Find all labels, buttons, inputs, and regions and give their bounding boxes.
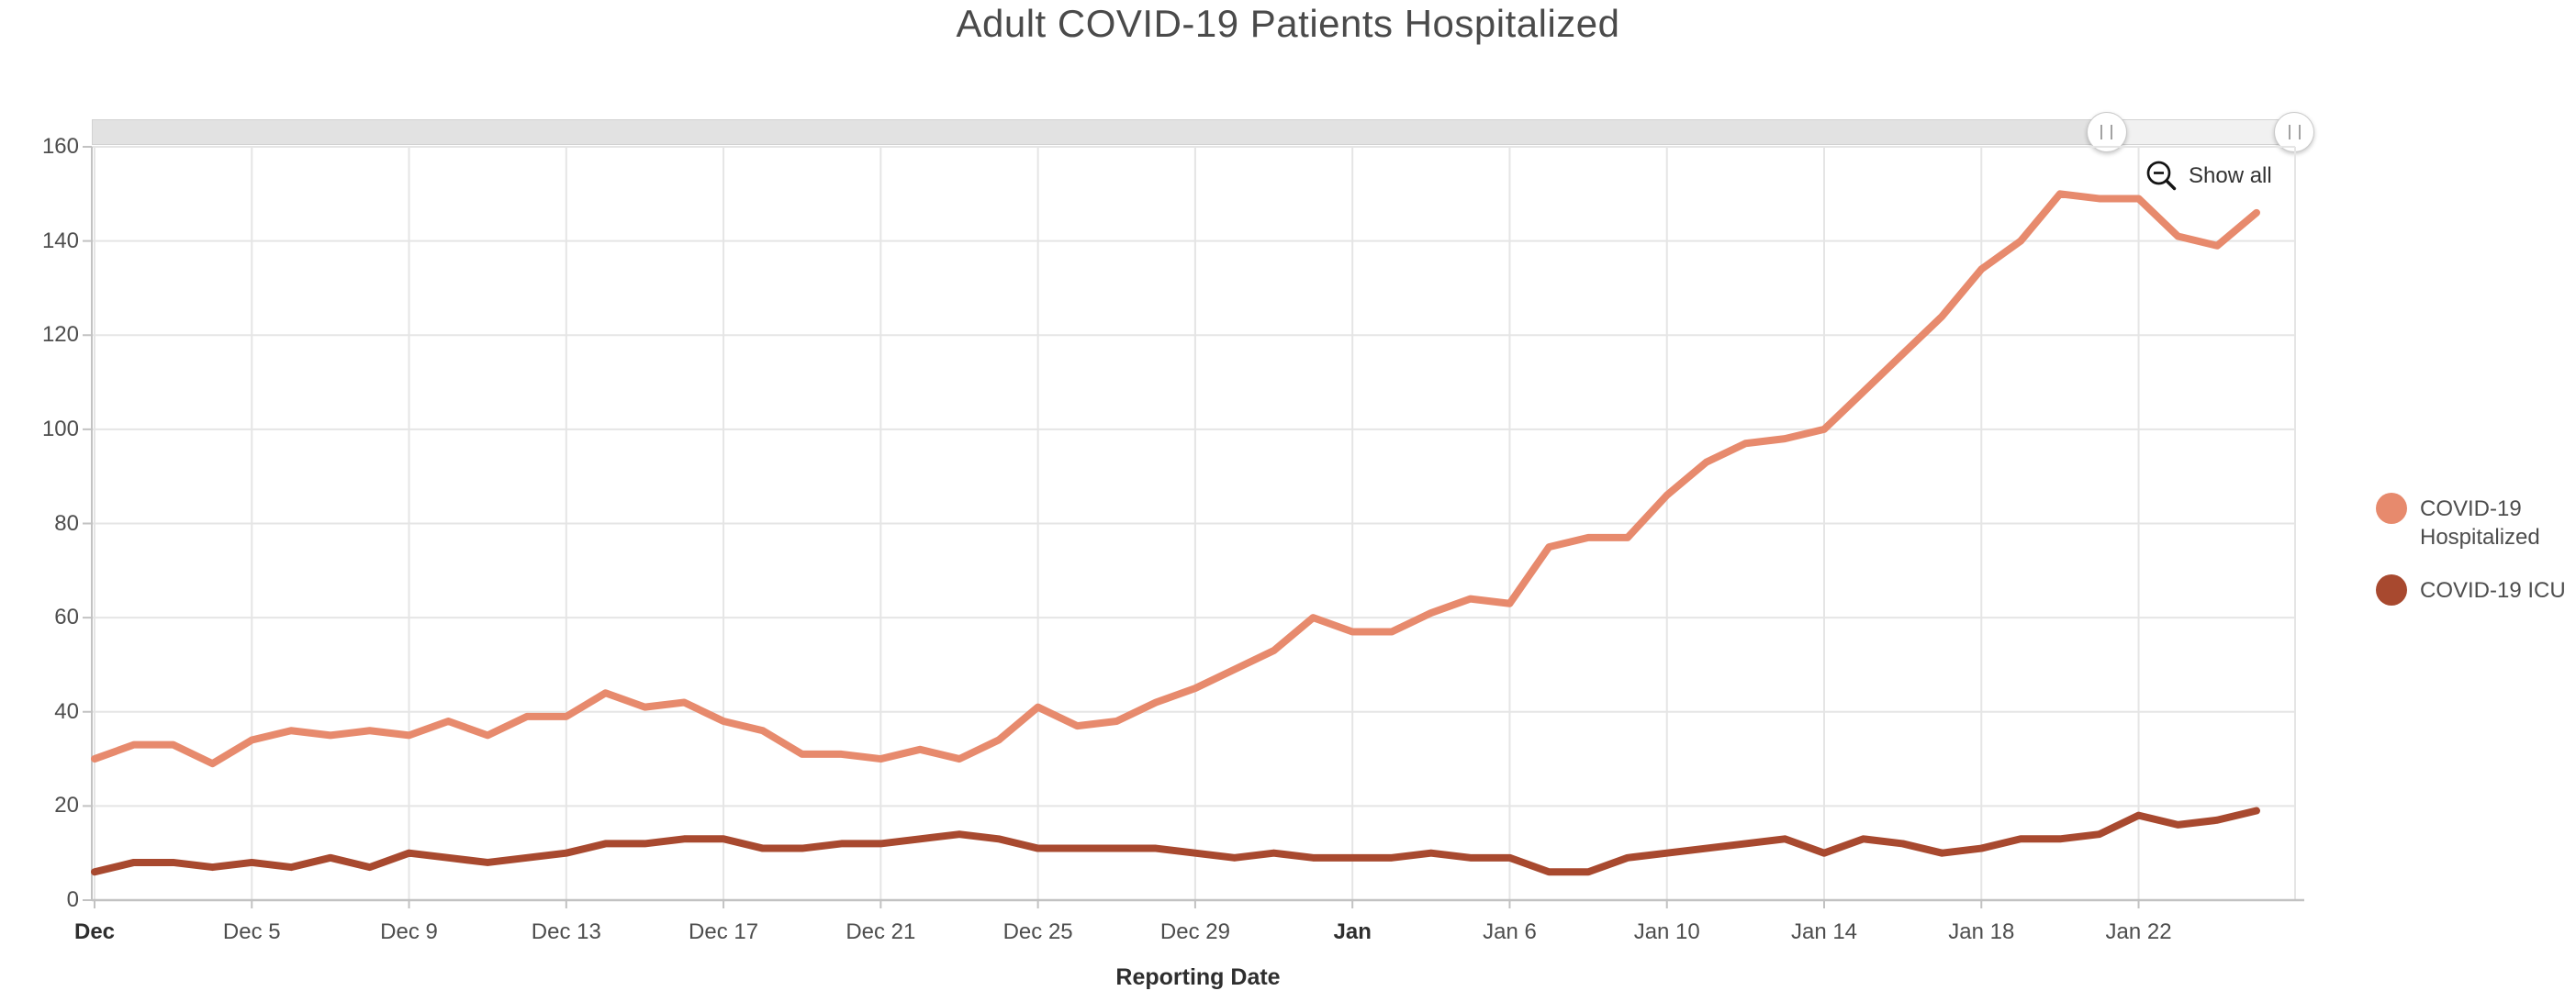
x-tick-label: Jan 10 [1633, 919, 1700, 944]
y-tick-label: 100 [41, 416, 79, 441]
time-range-slider[interactable] [92, 112, 2315, 152]
y-axis-labels: 0 20 40 60 80 100 120 140 160 [0, 0, 79, 1002]
grip-icon [2100, 125, 2113, 139]
legend: COVID-19 Hospitalized COVID-19 ICU [2376, 493, 2576, 607]
x-axis-labels: Dec Dec 5 Dec 9 Dec 13 Dec 17 Dec 21 Dec 25 Dec… [0, 919, 2576, 951]
y-tick-label: 20 [54, 793, 79, 818]
icu-line [91, 807, 2260, 876]
x-tick-label: Jan 22 [2105, 919, 2172, 944]
chart-title: Adult COVID-19 Patients Hospitalized [956, 2, 1620, 45]
slider-right-handle[interactable] [2274, 112, 2315, 152]
x-tick-label: Jan 6 [1483, 919, 1537, 944]
y-tick-label: 0 [66, 887, 79, 912]
x-tick-label: Jan [1333, 919, 1372, 944]
y-tick-label: 40 [54, 698, 79, 724]
legend-label-icu: COVID-19 ICU [2420, 578, 2566, 604]
x-tick-label: Dec 21 [846, 919, 916, 944]
legend-swatch-hospitalized [2376, 493, 2407, 524]
legend-label-hospitalized: COVID-19 Hospitalized [2420, 496, 2540, 550]
legend-item-icu[interactable]: COVID-19 ICU [2376, 574, 2576, 607]
y-tick-label: 120 [41, 322, 79, 348]
x-tick-label: Dec 17 [689, 919, 759, 944]
magnifier-minus-icon [2146, 161, 2177, 191]
y-tick-label: 160 [41, 134, 79, 159]
x-tick-label: Dec 5 [222, 919, 281, 944]
y-tick-label: 60 [54, 605, 79, 630]
x-axis-title: Reporting Date [1115, 964, 1281, 990]
y-tick-label: 80 [54, 510, 79, 536]
show-all-button[interactable]: Show all [2142, 156, 2276, 196]
grip-icon [2288, 125, 2301, 139]
legend-item-hospitalized[interactable]: COVID-19 Hospitalized [2376, 493, 2576, 551]
y-tick-label: 140 [41, 228, 79, 253]
x-tick-label: Dec 9 [380, 919, 438, 944]
x-tick-label: Jan 14 [1790, 919, 1858, 944]
hospitalized-line [91, 190, 2260, 768]
x-tick-label: Jan 18 [1948, 919, 2015, 944]
slider-selected-range[interactable] [2106, 120, 2295, 144]
x-tick-label: Dec 13 [531, 919, 601, 944]
x-tick-label: Dec 29 [1159, 919, 1230, 944]
x-tick-label: Dec [73, 919, 116, 944]
legend-swatch-icu [2376, 574, 2407, 607]
slider-left-handle[interactable] [2086, 112, 2127, 152]
x-tick-label: Dec 25 [1002, 919, 1073, 944]
show-all-label: Show all [2189, 163, 2272, 188]
